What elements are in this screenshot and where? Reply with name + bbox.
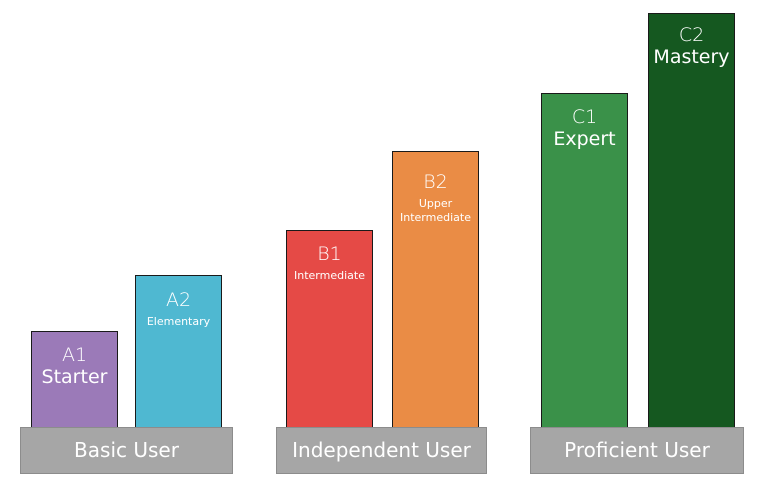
- level-code: B2: [423, 171, 448, 193]
- level-code: C1: [571, 106, 598, 128]
- level-code: A1: [61, 344, 88, 366]
- level-bar-c2: C2 Mastery: [648, 13, 735, 428]
- level-name: Mastery: [653, 46, 730, 68]
- level-bar-a2: A2 Elementary: [135, 275, 222, 428]
- level-name: Upper Intermediate: [400, 197, 471, 224]
- group-base-independent-user: Independent User: [276, 427, 487, 474]
- level-bar-c1: C1 Expert: [541, 93, 628, 428]
- level-code: C2: [678, 24, 705, 46]
- level-bar-b1: B1 Intermediate: [286, 230, 373, 428]
- level-name: Starter: [41, 366, 108, 388]
- level-bar-b2: B2 Upper Intermediate: [392, 151, 479, 428]
- level-code: A2: [165, 289, 192, 311]
- level-code: B1: [317, 243, 342, 265]
- level-name: Intermediate: [294, 269, 365, 282]
- group-base-proficient-user: Proficient User: [530, 427, 744, 474]
- level-bar-a1: A1 Starter: [31, 331, 118, 428]
- group-base-basic-user: Basic User: [20, 427, 233, 474]
- level-name: Expert: [553, 128, 616, 150]
- level-name: Elementary: [146, 315, 211, 328]
